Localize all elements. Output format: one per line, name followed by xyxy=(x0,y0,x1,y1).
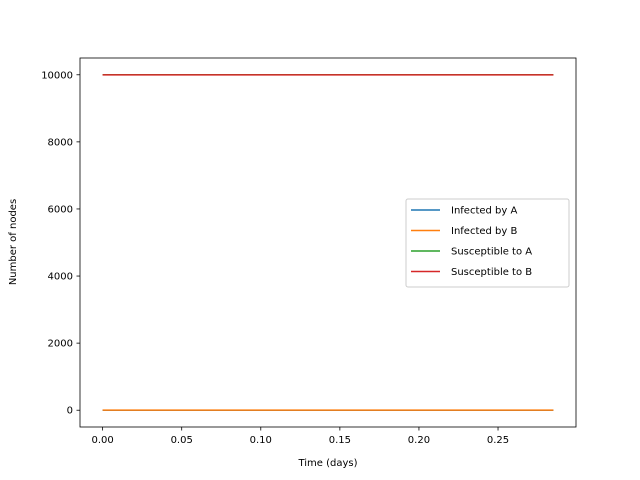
y-tick-label: 8000 xyxy=(48,137,73,148)
plot-frame xyxy=(79,57,577,428)
y-tick-label: 0 xyxy=(67,406,73,417)
y-tick-label: 10000 xyxy=(41,70,73,81)
x-tick-label: 0.10 xyxy=(250,435,272,446)
x-tick-label: 0.05 xyxy=(171,435,193,446)
legend: Infected by A Infected by B Susceptible to… xyxy=(405,198,570,288)
legend-label: Susceptible to A xyxy=(451,247,532,258)
x-tick-label: 0.00 xyxy=(91,435,113,446)
y-axis-label: Number of nodes xyxy=(8,199,19,285)
series-layer xyxy=(102,74,554,411)
x-axis-label: Time (days) xyxy=(297,458,357,469)
legend-label: Infected by A xyxy=(451,206,518,217)
x-tick-label: 0.15 xyxy=(329,435,351,446)
y-axis: 0 2000 4000 6000 8000 10000 xyxy=(41,70,80,417)
legend-label: Infected by B xyxy=(451,226,518,237)
y-tick-label: 4000 xyxy=(48,272,73,283)
legend-box xyxy=(405,198,570,288)
y-tick-label: 6000 xyxy=(48,204,73,215)
y-tick-label: 2000 xyxy=(48,339,73,350)
x-axis: 0.00 0.05 0.10 0.15 0.20 0.25 xyxy=(91,427,509,446)
x-tick-label: 0.25 xyxy=(487,435,509,446)
x-tick-label: 0.20 xyxy=(408,435,430,446)
legend-label: Susceptible to B xyxy=(451,267,532,278)
